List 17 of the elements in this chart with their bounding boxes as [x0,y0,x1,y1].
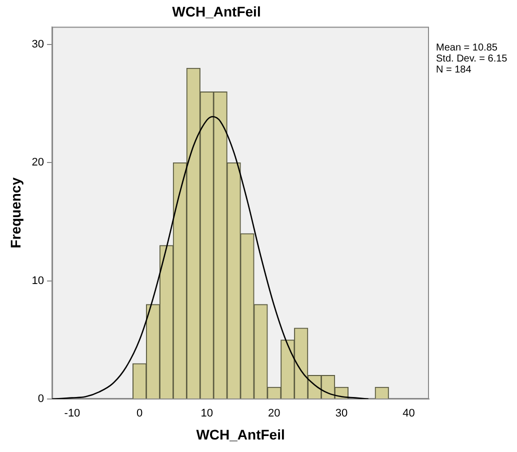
text: N = 184 [436,64,472,76]
chart-title: WCH_AntFeil [172,3,261,20]
text: Mean = 10.85 [436,42,498,54]
x-tick-label: 40 [402,408,415,420]
x-tick-label: 0 [136,408,143,420]
y-tick-label: 20 [32,156,44,169]
x-tick-label: 10 [200,408,213,420]
y-axis-title: Frequency [7,177,24,248]
text: Std. Dev. = 6.15 [436,54,508,65]
y-tick-label: 30 [32,38,44,51]
x-tick-label: 20 [268,408,280,420]
y-tick-label: 10 [32,274,44,287]
x-tick-label: -10 [64,408,80,420]
x-tick-label: 30 [335,408,348,420]
y-tick-label: 0 [38,393,44,406]
line-series [52,116,370,399]
x-axis-title: WCH_AntFeil [196,426,285,442]
